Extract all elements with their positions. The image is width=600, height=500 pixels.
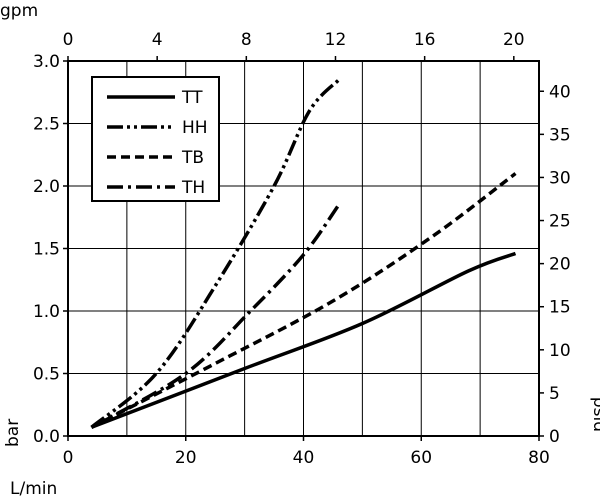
legend-label-tb: TB	[181, 148, 204, 168]
y-axis-label: bar	[3, 419, 23, 447]
y2-tick-label: 5	[549, 384, 560, 404]
y2-tick-label: 25	[549, 212, 571, 232]
legend: TT HH TB TH	[91, 76, 220, 202]
x2-tick-label: 20	[503, 30, 525, 50]
x-tick-label: 40	[293, 448, 315, 468]
y-tick-label: 0.5	[33, 365, 60, 385]
legend-label-th: TH	[181, 178, 205, 198]
legend-label-tt: TT	[181, 88, 203, 108]
y2-tick-label: 30	[549, 168, 571, 188]
x-tick-label: 60	[410, 448, 432, 468]
y-tick-label: 1.0	[33, 302, 60, 322]
y2-tick-label: 15	[549, 298, 571, 318]
legend-label-hh: HH	[182, 118, 208, 138]
y-tick-label: 0.0	[33, 427, 60, 447]
series-line-th	[90, 203, 341, 429]
y2-tick-label: 35	[549, 125, 571, 145]
y2-tick-label: 10	[549, 341, 571, 361]
x2-tick-label: 16	[414, 30, 436, 50]
series-line-tb	[90, 172, 517, 429]
series-lines	[90, 78, 517, 429]
y2-tick-label: 20	[549, 255, 571, 275]
y2-axis-label: psid	[589, 397, 600, 432]
series-line-tt	[90, 251, 517, 429]
grid	[67, 60, 540, 437]
series-line-hh	[90, 78, 341, 429]
y2-tick-label: 40	[549, 82, 571, 102]
x-axis-label: L/min	[10, 479, 57, 499]
y-tick-label: 2.0	[33, 177, 60, 197]
x2-tick-label: 4	[152, 30, 163, 50]
x2-axis-label: gpm	[0, 1, 38, 21]
y-tick-label: 1.5	[33, 240, 60, 260]
x-tick-label: 20	[175, 448, 197, 468]
y2-tick-label: 0	[549, 427, 560, 447]
x2-tick-label: 12	[325, 30, 347, 50]
ticks: 0 20 40 60 800.00.51.01.52.02.53.00 4 8 12 16 200…	[33, 30, 571, 468]
x-tick-label: 80	[528, 448, 550, 468]
x2-tick-label: 8	[241, 30, 252, 50]
y-tick-label: 3.0	[33, 52, 60, 72]
y-tick-label: 2.5	[33, 115, 60, 135]
x2-tick-label: 0	[63, 30, 74, 50]
x-tick-label: 0	[63, 448, 74, 468]
